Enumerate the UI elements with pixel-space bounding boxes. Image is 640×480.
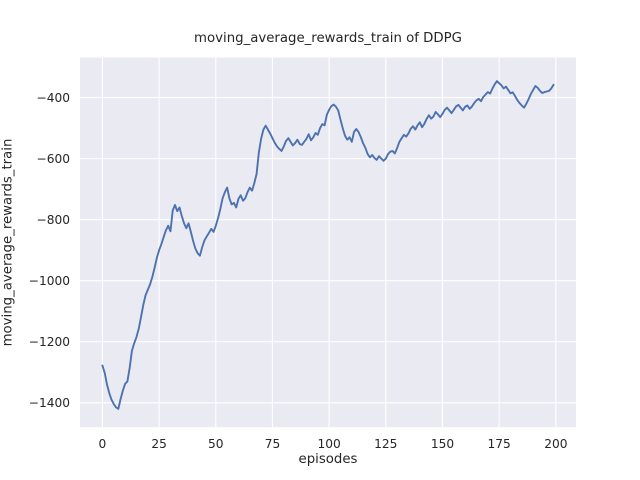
- chart-title: moving_average_rewards_train of DDPG: [194, 31, 462, 46]
- x-tick-label: 200: [544, 437, 567, 451]
- x-axis-label: episodes: [298, 452, 358, 467]
- reward-line: [101, 80, 555, 410]
- x-tick-label: 75: [265, 437, 281, 451]
- y-tick-label: −800: [37, 213, 70, 227]
- y-tick-label: −1400: [29, 396, 70, 410]
- x-tick-label: 25: [151, 437, 167, 451]
- y-tick-label: −400: [37, 91, 70, 105]
- y-tick-label: −1200: [29, 335, 70, 349]
- x-tick-label: 175: [488, 437, 511, 451]
- x-tick-label: 100: [318, 437, 341, 451]
- x-tick-label: 0: [99, 437, 107, 451]
- x-tick-label: 50: [208, 437, 224, 451]
- y-axis-label: moving_average_rewards_train: [0, 138, 16, 347]
- x-tick-label: 150: [431, 437, 454, 451]
- x-tick-label: 125: [374, 437, 397, 451]
- y-tick-label: −600: [37, 152, 70, 166]
- y-tick-label: −1000: [29, 274, 70, 288]
